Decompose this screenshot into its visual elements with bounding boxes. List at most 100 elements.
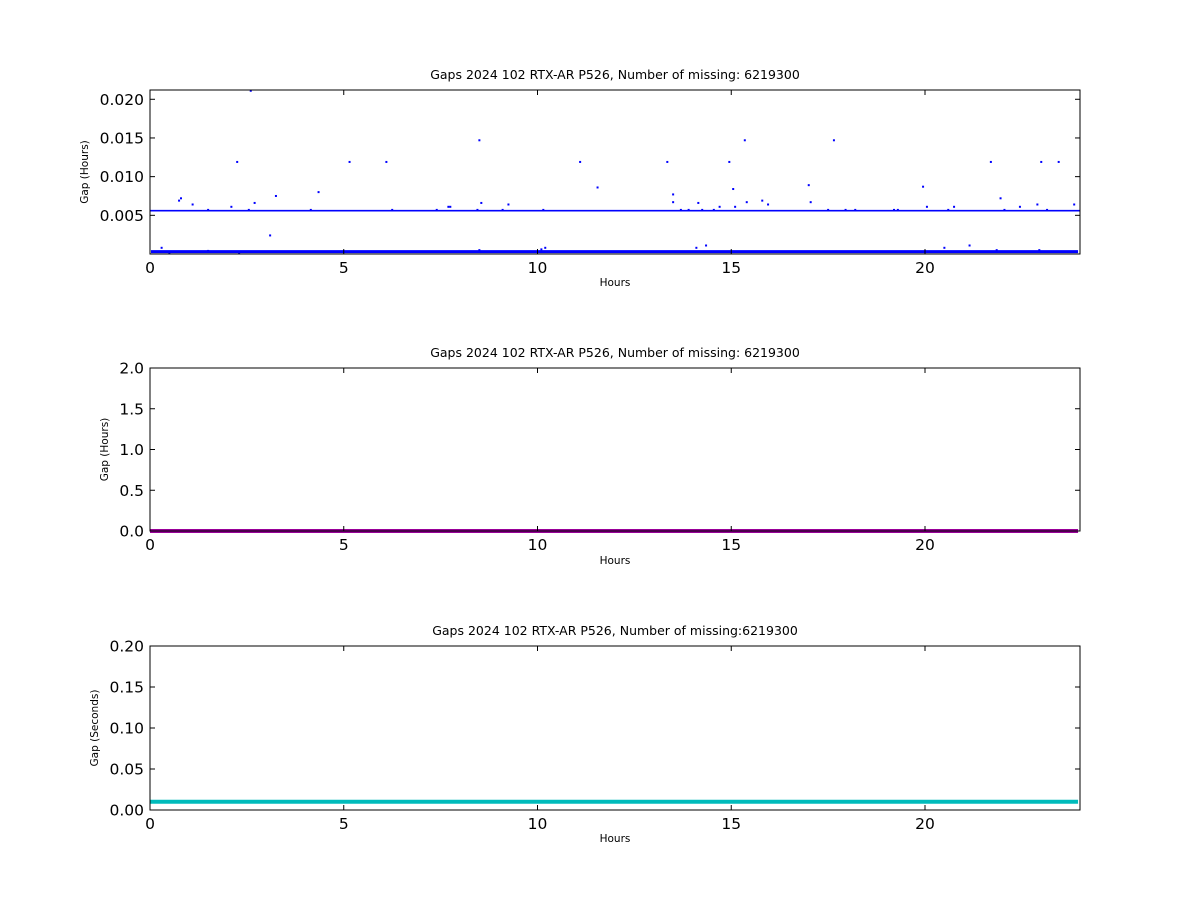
data-point	[809, 201, 812, 204]
y-tick-label: 1.5	[119, 400, 144, 418]
x-tick-label: 5	[339, 536, 349, 554]
data-point	[236, 160, 239, 163]
data-point	[953, 205, 956, 208]
data-point	[734, 205, 737, 208]
data-point	[705, 244, 708, 247]
y-tick-label: 1.0	[119, 441, 144, 459]
y-tick-label: 0.00	[109, 802, 144, 820]
plot-data	[150, 89, 1080, 254]
data-point	[672, 201, 675, 204]
data-point	[542, 208, 545, 211]
data-point	[178, 199, 181, 202]
data-point	[338, 250, 341, 253]
data-point	[968, 244, 971, 247]
data-point	[1003, 208, 1006, 211]
data-point	[925, 205, 928, 208]
data-point	[1040, 160, 1043, 163]
data-point	[309, 208, 312, 211]
data-point	[712, 208, 715, 211]
subplot-2: Gaps 2024 102 RTX-AR P526, Number of mis…	[99, 345, 1081, 567]
x-tick-label: 0	[145, 815, 155, 833]
x-tick-label: 15	[721, 536, 741, 554]
x-tick-label: 0	[145, 536, 155, 554]
x-tick-label: 20	[915, 536, 935, 554]
chart-title: Gaps 2024 102 RTX-AR P526, Number of mis…	[430, 67, 800, 82]
subplot-1: Gaps 2024 102 RTX-AR P526, Number of mis…	[79, 67, 1081, 289]
data-point	[1036, 203, 1039, 206]
data-point	[832, 139, 835, 142]
data-point	[579, 160, 582, 163]
x-tick-label: 5	[339, 815, 349, 833]
data-point	[596, 186, 599, 189]
data-point	[743, 139, 746, 142]
data-point	[160, 246, 163, 249]
x-axis-label: Hours	[600, 277, 631, 289]
x-tick-label: 10	[528, 536, 548, 554]
chart-title: Gaps 2024 102 RTX-AR P526, Number of mis…	[432, 623, 798, 638]
data-point	[844, 208, 847, 211]
data-point	[317, 191, 320, 194]
data-point	[761, 199, 764, 202]
x-tick-label: 15	[721, 815, 741, 833]
data-point	[807, 184, 810, 187]
data-point	[666, 160, 669, 163]
x-tick-label: 0	[145, 259, 155, 277]
data-point	[767, 203, 770, 206]
data-point	[478, 139, 481, 142]
y-tick-label: 0.5	[119, 482, 144, 500]
data-point	[701, 208, 704, 211]
x-tick-label: 5	[339, 259, 349, 277]
data-point	[943, 246, 946, 249]
data-point	[989, 160, 992, 163]
data-point	[999, 197, 1002, 200]
data-point	[1038, 249, 1041, 252]
y-tick-label: 0.015	[100, 129, 144, 147]
data-point	[391, 208, 394, 211]
data-point	[1057, 160, 1060, 163]
data-point	[191, 203, 194, 206]
data-point	[718, 205, 721, 208]
y-axis-label: Gap (Hours)	[99, 418, 111, 482]
data-point	[476, 208, 479, 211]
data-point	[745, 201, 748, 204]
x-axis-label: Hours	[600, 555, 631, 567]
x-tick-label: 10	[528, 815, 548, 833]
data-point	[687, 208, 690, 211]
y-tick-label: 0.15	[109, 679, 144, 697]
plot-frame	[149, 645, 1081, 811]
subplot-3: Gaps 2024 102 RTX-AR P526, Number of mis…	[89, 623, 1081, 845]
data-point	[180, 197, 182, 200]
y-tick-label: 0.020	[100, 91, 144, 109]
data-point	[230, 205, 233, 208]
plot-frame	[149, 89, 1081, 255]
x-tick-label: 20	[915, 815, 935, 833]
data-point	[253, 201, 256, 204]
data-point	[1046, 208, 1049, 211]
data-point	[947, 208, 950, 211]
data-point	[478, 249, 481, 252]
data-point	[207, 249, 210, 252]
y-axis-label: Gap (Seconds)	[89, 690, 101, 767]
data-point	[728, 160, 731, 163]
data-point	[238, 251, 241, 254]
y-tick-label: 0.010	[100, 168, 144, 186]
data-point	[695, 246, 698, 249]
chart-title: Gaps 2024 102 RTX-AR P526, Number of mis…	[430, 345, 800, 360]
x-axis-label: Hours	[600, 833, 631, 845]
data-point	[507, 203, 510, 206]
data-point	[995, 249, 998, 252]
data-point	[385, 160, 388, 163]
y-tick-label: 2.0	[119, 360, 144, 378]
data-point	[697, 201, 700, 204]
data-point	[207, 208, 210, 211]
data-point	[544, 246, 547, 249]
y-tick-label: 0.10	[109, 720, 144, 738]
data-point	[1073, 203, 1076, 206]
data-point	[540, 248, 543, 251]
data-point	[732, 188, 735, 191]
data-point	[501, 208, 504, 211]
y-axis-label: Gap (Hours)	[79, 140, 91, 204]
x-tick-label: 15	[721, 259, 741, 277]
data-point	[854, 208, 857, 211]
